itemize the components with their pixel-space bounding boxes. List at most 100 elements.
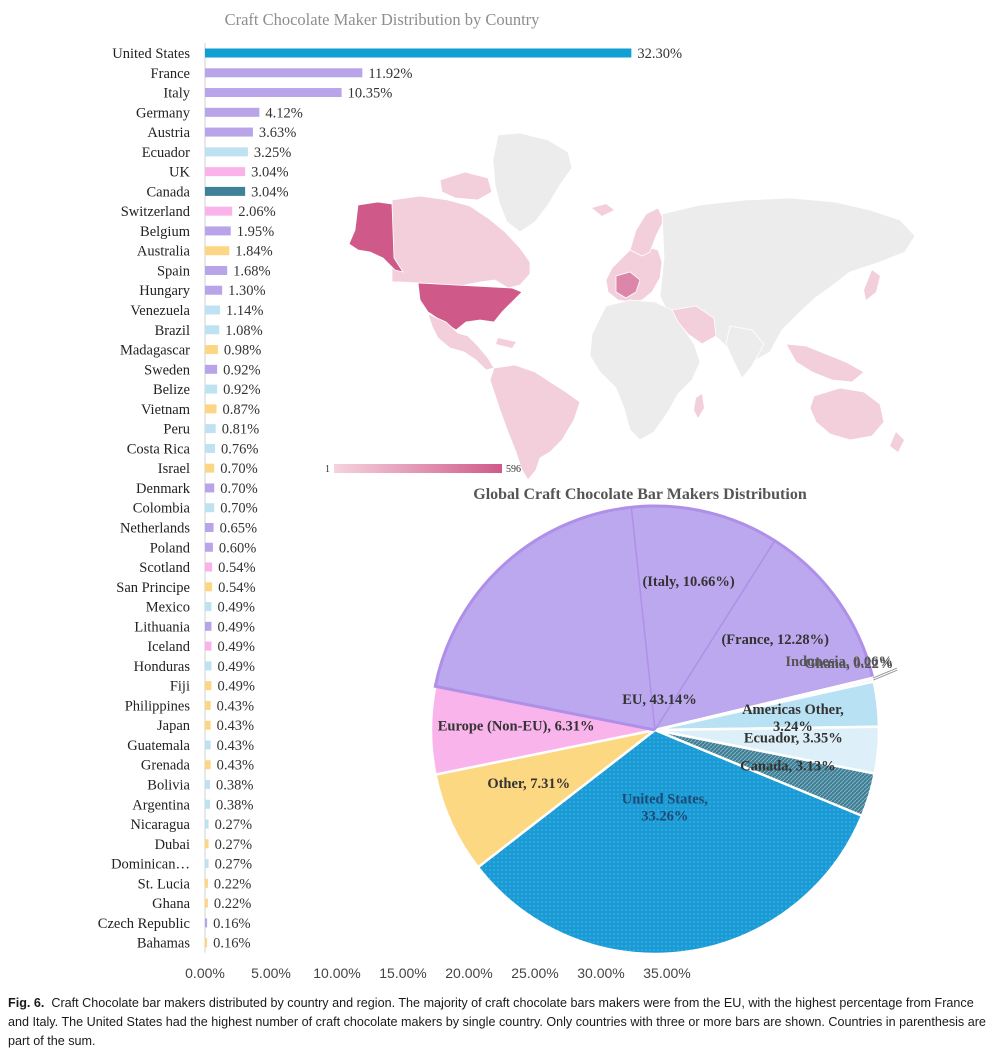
bar-value-label: 1.84%: [235, 244, 272, 260]
bar-category-label: Spain: [157, 263, 191, 279]
bar-17: [205, 384, 218, 394]
bar-40: [205, 839, 209, 849]
bar-x-tick: 35.00%: [643, 965, 690, 981]
bar-45: [205, 938, 208, 948]
bar-value-label: 4.12%: [265, 105, 302, 121]
pie-slice-0: [476, 728, 864, 956]
bar-41: [205, 859, 209, 869]
bar-13: [205, 305, 221, 315]
bar-value-label: 0.92%: [223, 382, 260, 398]
pie-chart-title: Global Craft Chocolate Bar Makers Distri…: [473, 486, 807, 503]
bar-value-label: 0.76%: [221, 441, 258, 457]
map-middle-east: [671, 305, 717, 345]
bar-value-label: 32.30%: [637, 46, 682, 62]
bar-21: [205, 463, 215, 473]
bar-value-label: 0.43%: [217, 698, 254, 714]
bar-category-label: Vietnam: [141, 402, 191, 418]
bar-value-label: 0.70%: [220, 501, 257, 517]
bar-34: [205, 720, 211, 730]
bar-category-label: Fiji: [170, 679, 190, 695]
bar-33: [205, 700, 211, 710]
bar-category-label: Denmark: [136, 481, 191, 497]
bar-category-label: Australia: [137, 244, 191, 260]
bar-value-label: 0.43%: [217, 758, 254, 774]
bar-category-label: St. Lucia: [138, 876, 191, 892]
bar-6: [205, 167, 246, 177]
bar-category-label: France: [151, 66, 190, 82]
map-japan: [864, 270, 880, 300]
pie-chart: [429, 504, 881, 956]
bar-category-label: Peru: [163, 422, 190, 438]
bar-category-label: Venezuela: [130, 303, 190, 319]
bar-37: [205, 779, 211, 789]
bar-value-label: 1.14%: [226, 303, 263, 319]
bar-20: [205, 443, 216, 453]
bar-category-label: Austria: [147, 125, 190, 141]
bar-value-label: 0.87%: [222, 402, 259, 418]
pie-sub-divider-1: [630, 507, 656, 731]
bar-value-label: 0.43%: [217, 718, 254, 734]
bar-31: [205, 661, 212, 671]
bar-value-label: 0.49%: [217, 639, 254, 655]
pie-slice-label: 3.24%: [773, 719, 813, 735]
bar-32: [205, 681, 212, 691]
bar-category-label: Belize: [153, 382, 190, 398]
bar-value-label: 10.35%: [348, 86, 393, 102]
bar-category-labels: United States France Italy Germany Austria Ec…: [98, 46, 191, 952]
map-legend-max: 596: [506, 464, 521, 475]
bar-4: [205, 127, 253, 137]
bar-category-label: Colombia: [133, 501, 191, 517]
bar-x-tick: 5.00%: [251, 965, 291, 981]
bar-value-label: 0.81%: [222, 422, 259, 438]
caption-text: Craft Chocolate bar makers distributed b…: [8, 996, 986, 1048]
bar-39: [205, 819, 209, 829]
bar-value-label: 3.04%: [251, 165, 288, 181]
bar-category-label: Poland: [150, 540, 191, 556]
bar-category-label: Netherlands: [120, 520, 190, 536]
bar-value-label: 3.25%: [254, 145, 291, 161]
bar-value-label: 0.38%: [216, 777, 253, 793]
bar-value-label: 0.60%: [219, 540, 256, 556]
bar-14: [205, 325, 220, 335]
bar-value-label: 0.27%: [215, 837, 252, 853]
bar-x-tick: 15.00%: [379, 965, 426, 981]
bar-value-label: 0.49%: [217, 600, 254, 616]
bar-category-label: Bahamas: [137, 936, 191, 952]
bar-value-label: 3.63%: [259, 125, 296, 141]
bar-27: [205, 582, 213, 592]
bar-23: [205, 503, 215, 513]
map-usa: [417, 282, 523, 331]
bar-value-label: 0.49%: [217, 619, 254, 635]
pie-slice-8: [654, 728, 877, 818]
bar-x-tick: 30.00%: [577, 965, 624, 981]
pie-slice-label: Ghana, 0.22%: [804, 656, 893, 672]
bar-16: [205, 364, 218, 374]
pie-sub-divider-0: [654, 540, 776, 731]
bar-3: [205, 107, 260, 117]
bar-29: [205, 621, 212, 631]
bar-value-labels: 32.30% 11.92% 10.35% 4.12% 3.63% 3.25% 3.04% 3.…: [213, 46, 682, 952]
pie-slice-label: 33.26%: [641, 808, 688, 824]
bar-category-label: Grenada: [141, 758, 191, 774]
map-madagascar: [694, 394, 704, 418]
bar-value-label: 0.16%: [213, 936, 250, 952]
figure-caption: Fig. 6. Craft Chocolate bar makers distr…: [8, 994, 996, 1051]
map-south-america: [489, 364, 581, 481]
bar-19: [205, 424, 216, 434]
bar-category-label: United States: [112, 46, 190, 62]
pie-slice-label: Indonesia, 0.06%: [785, 654, 893, 670]
pie-slice-label: Other, 7.31%: [487, 776, 570, 792]
bar-category-label: Germany: [136, 105, 191, 121]
bar-category-label: Canada: [147, 184, 191, 200]
bar-value-label: 1.08%: [225, 323, 262, 339]
bar-x-tick-labels: 0.00% 5.00% 10.00% 15.00% 20.00% 25.00% 30.00%…: [185, 965, 691, 981]
bar-value-label: 1.95%: [237, 224, 274, 240]
pie-leader-line: [872, 667, 898, 679]
map-caribbean: [496, 338, 516, 348]
bar-series: [205, 48, 632, 948]
bar-category-label: Japan: [157, 718, 191, 734]
pie-slice-label: Ecuador, 3.35%: [744, 731, 843, 747]
bar-value-label: 0.98%: [224, 343, 261, 359]
bar-value-label: 0.38%: [216, 797, 253, 813]
bar-x-tick: 0.00%: [185, 965, 225, 981]
